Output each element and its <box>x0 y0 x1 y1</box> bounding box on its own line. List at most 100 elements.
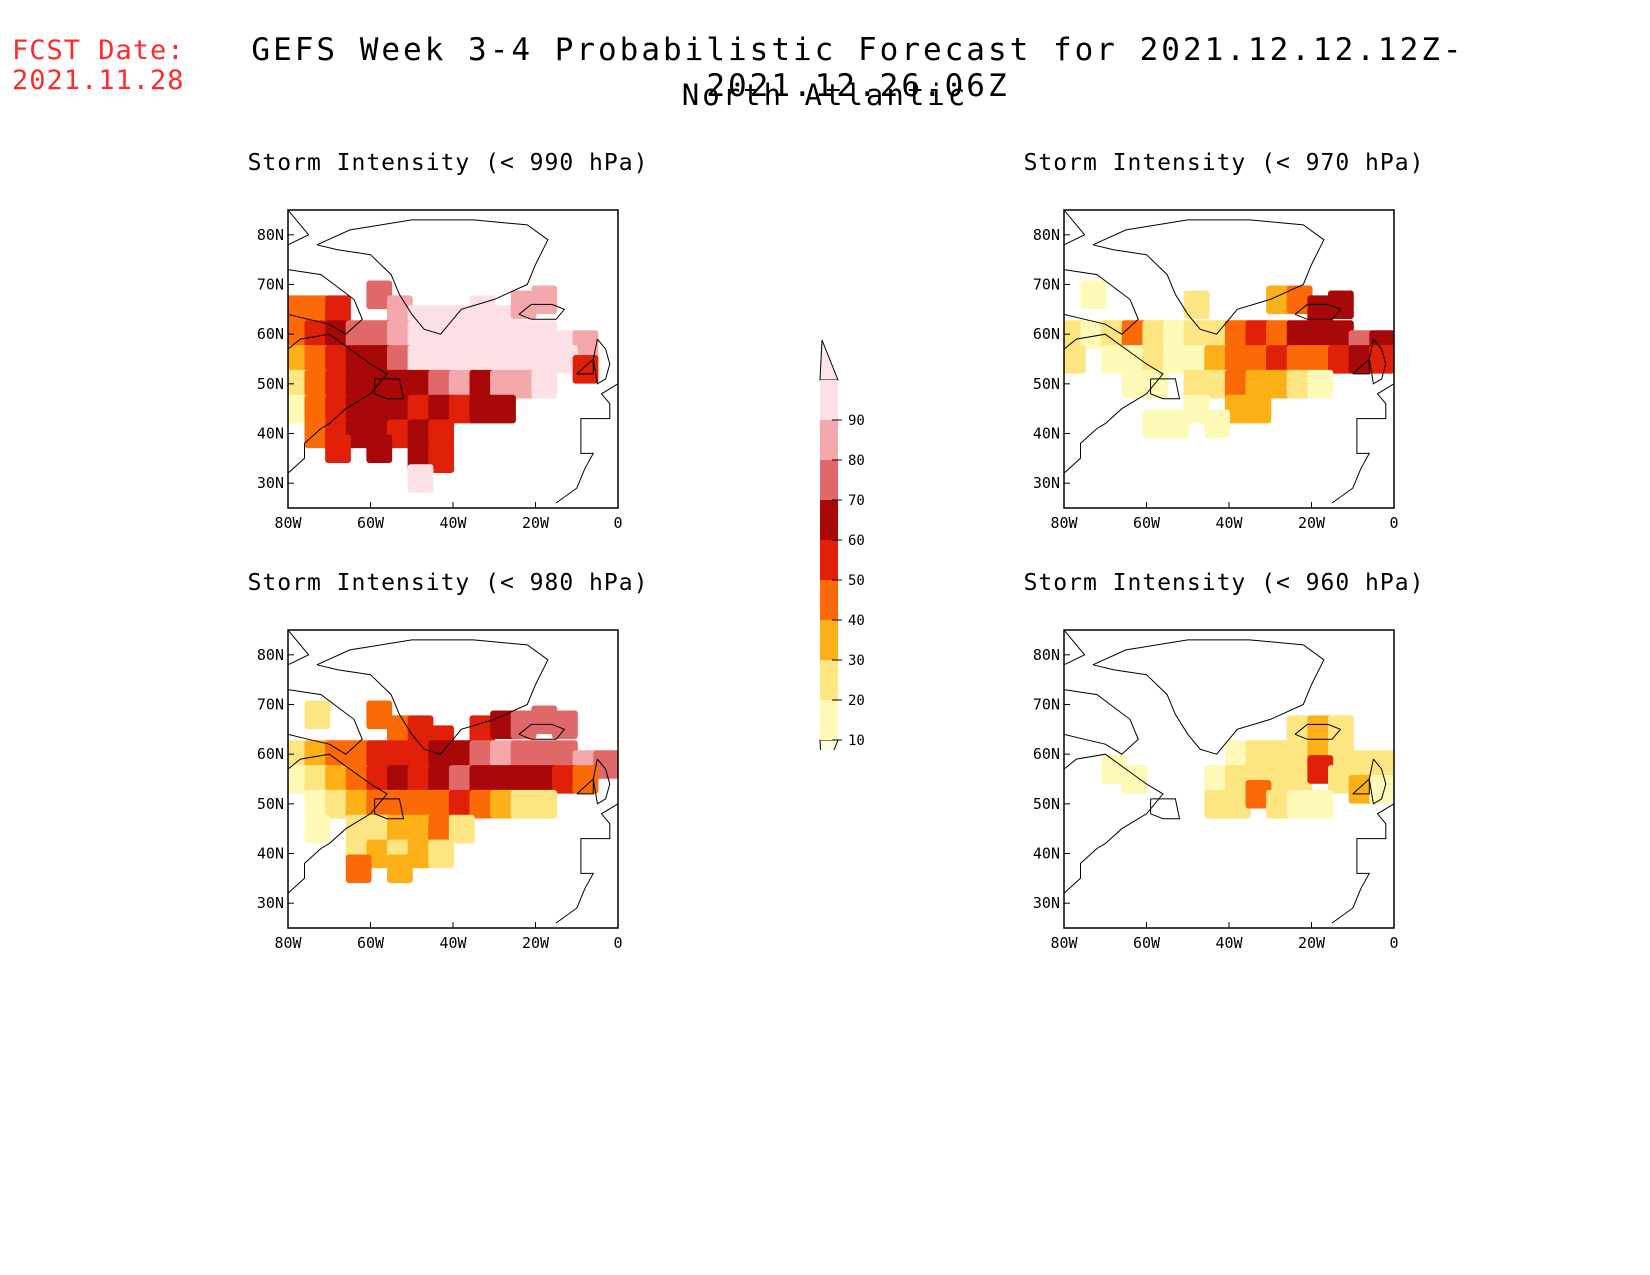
probability-cell <box>469 740 496 769</box>
probability-cell <box>304 394 331 424</box>
probability-cell <box>387 765 413 794</box>
lat-tick-label: 30N <box>257 474 284 492</box>
colorbar-swatch <box>820 500 838 540</box>
probability-cell <box>572 355 599 384</box>
probability-cell <box>428 814 455 844</box>
probability-cell <box>288 394 310 424</box>
probability-cell <box>1328 290 1354 320</box>
coastline <box>555 383 618 504</box>
map-panel-960: Storm Intensity (< 960 hPa) 80W 60W 40W 20W… <box>1014 570 1434 952</box>
probability-cell <box>1245 779 1272 809</box>
probability-cell <box>325 295 351 324</box>
probability-cell <box>387 394 413 424</box>
probability-cell <box>1328 740 1354 769</box>
probability-cell <box>1266 789 1292 819</box>
probability-cell <box>1121 369 1148 399</box>
probability-cell <box>304 320 331 349</box>
map-panel-970: Storm Intensity (< 970 hPa) 80W 60W 40W 20W… <box>1014 150 1434 532</box>
coastline <box>1352 777 1370 795</box>
probability-cell <box>1101 345 1127 374</box>
colorbar-swatch <box>820 580 838 620</box>
coastline <box>1352 357 1370 375</box>
colorbar-level-label: 10 <box>848 733 865 749</box>
lat-tick-label: 70N <box>257 696 284 714</box>
probability-cell <box>428 369 455 399</box>
probability-cell <box>345 394 372 424</box>
lat-tick-label: 60N <box>257 745 284 763</box>
probability-cell <box>345 854 372 884</box>
probability-cell <box>1121 345 1148 374</box>
probability-cell <box>345 419 372 449</box>
lat-tick-label: 80N <box>1033 646 1060 664</box>
probability-cell <box>428 345 455 374</box>
map-plot: 80W 60W 40W 20W 0 80N 70N 60N 50N 40N 30N <box>1033 629 1399 952</box>
coastline <box>1064 269 1139 335</box>
probability-cell <box>1224 369 1251 399</box>
coastline <box>1294 723 1342 740</box>
lon-tick-label: 20W <box>1298 934 1326 952</box>
probability-cell <box>1307 369 1334 399</box>
probability-cell <box>490 740 516 769</box>
probability-cell <box>1245 320 1272 349</box>
probability-cell <box>469 295 496 324</box>
probability-cell <box>1369 775 1394 804</box>
lat-tick-label: 40N <box>257 425 284 443</box>
probability-cell <box>366 839 393 869</box>
probability-cell <box>407 369 434 399</box>
probability-cell <box>304 789 331 819</box>
forecast-date-value: 2021.11.28 <box>12 65 185 96</box>
probability-cell <box>469 394 496 424</box>
probability-cell <box>407 419 434 449</box>
probability-cell <box>387 854 413 884</box>
colorbar-level-label: 40 <box>848 613 865 629</box>
probability-cell <box>1369 750 1394 779</box>
colorbar-swatch <box>820 420 838 460</box>
coastline <box>374 378 405 400</box>
probability-cell <box>531 705 558 735</box>
probability-cell <box>552 740 578 769</box>
probability-cell <box>1307 755 1334 784</box>
lat-tick-label: 40N <box>1033 845 1060 863</box>
coastline <box>592 338 611 385</box>
lat-tick-label: 60N <box>1033 325 1060 343</box>
probability-cell <box>1204 765 1231 794</box>
lat-tick-label: 80N <box>1033 226 1060 244</box>
coastline <box>1294 303 1342 320</box>
probability-cell <box>510 710 537 740</box>
probability-cell <box>325 345 351 374</box>
probability-cell <box>490 789 516 819</box>
coastline <box>518 303 566 320</box>
probability-cell <box>407 464 434 493</box>
colorbar-level-label: 60 <box>848 533 865 549</box>
coastline <box>1064 689 1139 755</box>
coastline <box>1331 803 1394 924</box>
probability-cell <box>552 345 578 374</box>
probability-cell <box>1245 394 1272 424</box>
lon-tick-label: 80W <box>274 934 302 952</box>
probability-cell <box>325 369 351 399</box>
probability-cell <box>1286 715 1313 744</box>
colorbar: 10 20 30 40 50 60 70 80 90 <box>819 339 865 750</box>
probability-cell <box>428 789 455 819</box>
coastline <box>1368 758 1387 805</box>
probability-cell <box>510 345 537 374</box>
probability-cell <box>1142 409 1169 439</box>
lon-tick-label: 0 <box>613 934 622 952</box>
probability-cell <box>325 765 351 794</box>
probability-cell <box>1183 290 1210 320</box>
map-plot: 80W 60W 40W 20W 0 80N 70N 60N 50N 40N 30N <box>257 209 623 532</box>
probability-cell <box>1142 345 1169 374</box>
lon-tick-label: 40W <box>1215 934 1243 952</box>
lat-tick-label: 50N <box>257 375 284 393</box>
probability-cell <box>387 715 413 744</box>
probability-cell <box>1204 320 1231 349</box>
probability-cell <box>510 789 537 819</box>
probability-cell <box>531 345 558 374</box>
probability-cell <box>1204 369 1231 399</box>
probability-cell <box>407 320 434 349</box>
lon-tick-label: 40W <box>439 934 467 952</box>
probability-cell <box>469 765 496 794</box>
probability-cell <box>428 394 455 424</box>
probability-cell <box>325 789 351 819</box>
lat-tick-label: 80N <box>257 226 284 244</box>
